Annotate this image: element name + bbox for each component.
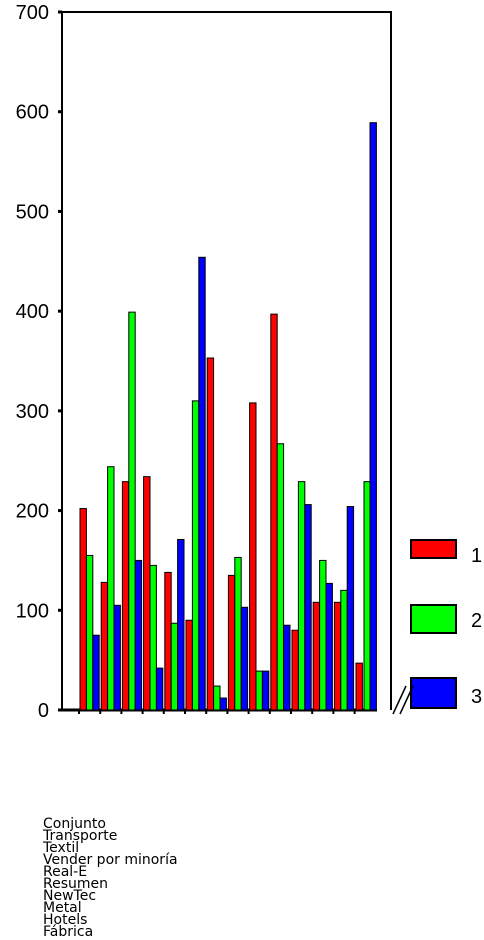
category-label: Transporte (43, 828, 118, 844)
bar-series-2-12 (319, 559, 327, 711)
category-labels: Conjunto Transporte Textil Vender por minor… (43, 816, 178, 940)
y-axis: 0 100 200 300 400 500 600 700 (16, 2, 62, 722)
legend-label-2: 2 (471, 610, 482, 632)
category-label: Resumen (43, 876, 109, 892)
bar-series-1-8 (227, 574, 236, 711)
bar-series-3-3 (134, 559, 143, 711)
legend-label-1: 1 (471, 545, 482, 567)
bar-series-1-extra (355, 662, 363, 711)
legend-decoration (399, 685, 414, 715)
bar-series-2-13 (340, 589, 348, 711)
bar-series-2-3 (128, 311, 136, 711)
y-tick-label: 500 (16, 201, 49, 223)
bar-series-3-extra (369, 122, 377, 711)
bar-series-1-3 (121, 481, 130, 711)
bar-series-2-10 (276, 443, 285, 711)
bar-series-1-12 (312, 601, 321, 711)
bar-series-3-8 (240, 606, 249, 711)
category-label: Fábrica (43, 924, 94, 940)
bars (79, 122, 377, 711)
legend-swatch-3 (410, 677, 457, 709)
y-tick-label: 700 (16, 2, 49, 24)
bar-series-3-11 (304, 504, 312, 711)
y-tick-label: 600 (16, 102, 49, 124)
bar-series-3-7 (219, 697, 227, 711)
category-label: Conjunto (43, 816, 106, 832)
bar-series-1-4 (143, 476, 151, 711)
category-label: Real-E (43, 864, 88, 880)
legend-swatch-1 (410, 539, 457, 559)
bar-series-1-6 (185, 619, 193, 711)
category-label: Metal (43, 900, 82, 916)
bar-series-3-12 (325, 582, 333, 711)
bar-series-3-5 (177, 538, 185, 711)
y-tick-label: 200 (16, 501, 49, 523)
category-label: Vender por minoría (43, 852, 178, 868)
bar-series-1-11 (291, 629, 299, 711)
category-label: Textil (43, 840, 80, 856)
bar-series-3-4 (155, 667, 164, 711)
plot-border (62, 11, 392, 710)
bar-series-3-1 (92, 634, 100, 711)
bar-series-3-6 (198, 256, 206, 711)
bar-series-3-9 (261, 670, 270, 711)
bar-series-2-7 (213, 685, 221, 711)
bar-series-2-5 (170, 622, 179, 711)
bar-series-2-11 (297, 481, 306, 711)
bar-series-3-13 (346, 506, 355, 711)
y-tick-label: 0 (38, 700, 49, 722)
legend: 1 2 3 (392, 539, 482, 715)
legend-swatch-2 (410, 604, 457, 634)
legend-label-3: 3 (471, 686, 482, 708)
category-label: NewTec (43, 888, 97, 904)
bar-series-3-2 (113, 604, 121, 711)
legend-decoration (392, 685, 407, 715)
y-tick-label: 300 (16, 401, 49, 423)
bar-chart: 0 100 200 300 400 500 600 700 1 2 3 (16, 2, 483, 722)
bar-series-2-4 (149, 564, 157, 711)
bar-series-2-6 (191, 400, 200, 711)
bar-series-1-2 (100, 581, 109, 711)
bar-series-2-2 (107, 466, 115, 711)
bar-series-1-1 (79, 508, 87, 711)
bar-series-2-1 (85, 554, 94, 711)
bar-series-1-10 (270, 313, 278, 711)
y-tick-label: 400 (16, 301, 49, 323)
bar-series-2-9 (255, 670, 263, 711)
y-tick-label: 100 (16, 600, 49, 622)
bar-series-2-8 (234, 556, 242, 711)
bar-series-2-extra (363, 481, 371, 711)
bar-series-1-7 (206, 357, 215, 711)
bar-series-1-9 (249, 402, 257, 711)
bar-series-3-10 (283, 624, 291, 711)
category-label: Hotels (43, 912, 88, 928)
bar-series-1-5 (164, 571, 172, 711)
bar-series-1-13 (333, 601, 342, 711)
